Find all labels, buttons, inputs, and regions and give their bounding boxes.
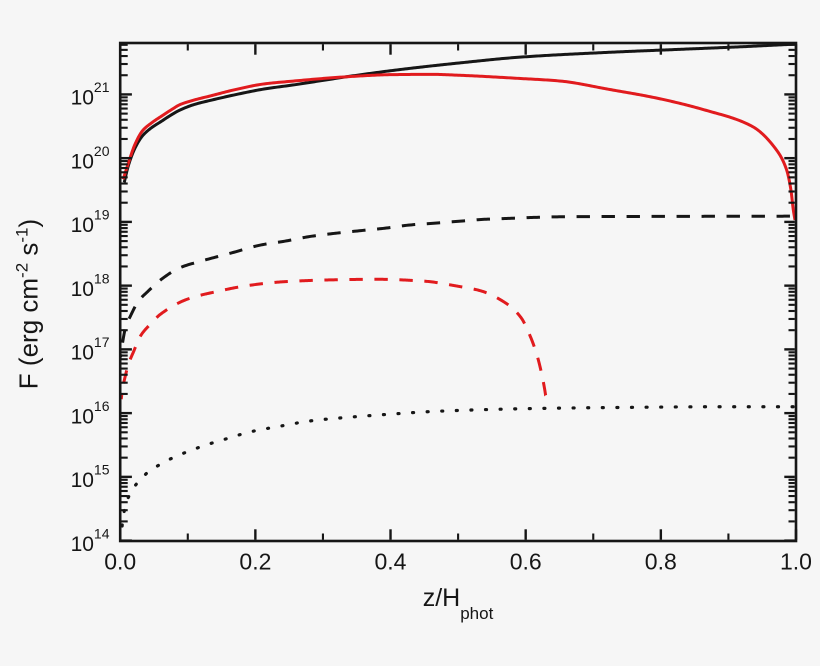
svg-text:0.6: 0.6 xyxy=(510,549,542,575)
svg-text:F (erg cm-2 s-1): F (erg cm-2 s-1) xyxy=(13,219,44,389)
svg-text:0.4: 0.4 xyxy=(375,549,407,575)
svg-text:0.2: 0.2 xyxy=(239,549,271,575)
svg-text:0.0: 0.0 xyxy=(104,549,136,575)
svg-text:0.8: 0.8 xyxy=(645,549,677,575)
svg-text:1.0: 1.0 xyxy=(780,549,812,575)
